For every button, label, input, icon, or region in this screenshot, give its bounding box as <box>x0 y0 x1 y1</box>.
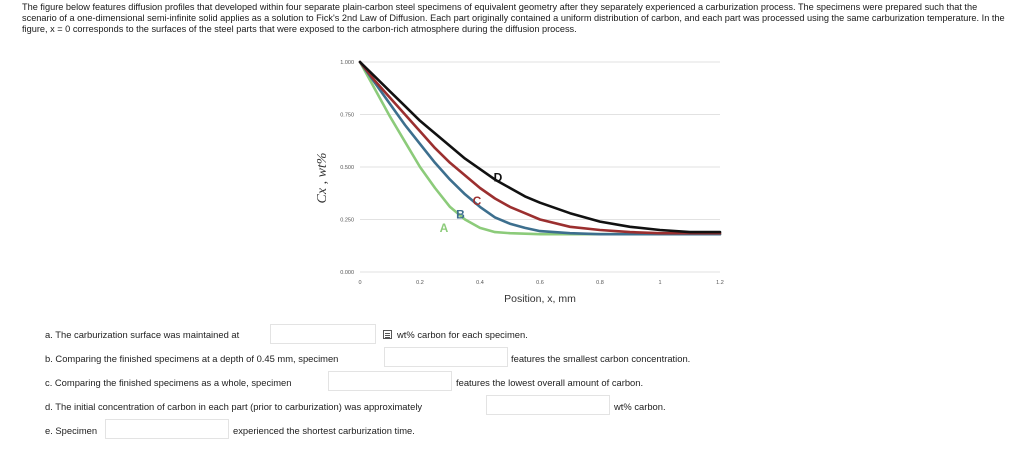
series-line-D <box>358 60 722 234</box>
diffusion-profile-chart: 0.000 0.250 0.500 0.750 1.000 0 0.2 0.4 0.6 0.8 1 1… <box>315 60 724 305</box>
x-tick-label: 0.6 <box>536 280 544 286</box>
series-line-A <box>358 60 722 236</box>
series-line-C <box>358 60 722 235</box>
y-tick-label: 0.250 <box>340 218 354 224</box>
question-c-prefix: c. Comparing the finished specimens as a… <box>45 377 292 388</box>
curve-label-C: C <box>473 194 482 208</box>
curve-label-B: B <box>456 207 465 221</box>
series-line-B <box>358 60 722 236</box>
x-tick-label: 1.2 <box>716 280 724 286</box>
y-tick-label: 1.000 <box>340 60 354 66</box>
question-d-prefix: d. The initial concentration of carbon i… <box>45 401 423 412</box>
question-b-suffix: features the smallest carbon concentrati… <box>511 353 691 364</box>
answer-d-input[interactable] <box>486 395 610 415</box>
y-tick-label: 0.000 <box>340 270 354 276</box>
question-d-suffix: wt% carbon. <box>614 401 666 412</box>
curve-label-A: A <box>440 221 449 235</box>
x-axis-label: Position, x, mm <box>504 293 576 305</box>
question-e-prefix: e. Specimen <box>45 425 98 436</box>
x-tick-label: 0.4 <box>476 280 484 286</box>
x-tick-label: 0.8 <box>596 280 604 286</box>
question-b-prefix: b. Comparing the finished specimens at a… <box>45 353 339 364</box>
question-a-prefix: a. The carburization surface was maintai… <box>45 329 240 340</box>
question-c-suffix: features the lowest overall amount of ca… <box>456 377 644 388</box>
y-axis-label: Cx , wt% <box>315 153 330 204</box>
x-tick-label: 0.2 <box>416 280 424 286</box>
y-tick-label: 0.500 <box>340 165 354 171</box>
answer-e-input[interactable] <box>105 419 229 439</box>
table-icon[interactable] <box>383 330 392 339</box>
problem-statement: The figure below features diffusion prof… <box>22 2 1005 34</box>
question-e-suffix: experienced the shortest carburization t… <box>233 425 415 436</box>
question-a-suffix: wt% carbon for each specimen. <box>397 329 528 340</box>
answer-c-input[interactable] <box>328 371 452 391</box>
answer-a-input[interactable] <box>270 324 376 344</box>
curve-label-D: D <box>494 171 503 185</box>
x-tick-label: 0 <box>358 280 361 286</box>
answer-b-input[interactable] <box>384 347 508 367</box>
x-tick-label: 1 <box>658 280 661 286</box>
y-tick-label: 0.750 <box>340 113 354 119</box>
